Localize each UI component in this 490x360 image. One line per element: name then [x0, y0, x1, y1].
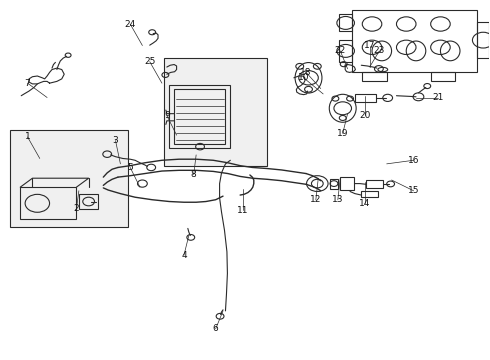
Bar [366, 180, 383, 188]
Bar [431, 72, 455, 81]
Text: 5: 5 [127, 163, 133, 172]
Text: 14: 14 [359, 199, 370, 208]
Bar [79, 194, 98, 209]
Text: 23: 23 [374, 46, 385, 55]
Text: 16: 16 [408, 156, 419, 165]
Text: 2: 2 [74, 204, 79, 213]
Bar [361, 191, 378, 197]
Bar [477, 22, 490, 58]
Text: 12: 12 [310, 195, 321, 204]
Text: 21: 21 [432, 93, 443, 102]
Bar [362, 72, 387, 81]
Text: 3: 3 [113, 136, 119, 145]
Bar [339, 40, 352, 62]
Text: 24: 24 [124, 19, 136, 28]
Text: 13: 13 [332, 195, 343, 204]
Bar [339, 14, 352, 31]
Text: 18: 18 [300, 68, 312, 77]
Text: 17: 17 [364, 41, 375, 50]
Text: 20: 20 [359, 111, 370, 120]
Bar [174, 89, 225, 144]
Text: 22: 22 [335, 46, 346, 55]
Text: 11: 11 [237, 206, 248, 215]
Text: 15: 15 [408, 186, 419, 195]
Text: 6: 6 [213, 324, 219, 333]
Bar [20, 187, 76, 220]
Text: 8: 8 [191, 170, 196, 179]
Bar [330, 179, 338, 189]
Bar [352, 10, 477, 72]
Bar [355, 94, 376, 102]
Text: 25: 25 [144, 57, 155, 66]
Text: 10: 10 [298, 73, 309, 82]
Bar [340, 177, 354, 190]
Bar [169, 85, 230, 148]
Text: 7: 7 [24, 79, 30, 88]
Text: 1: 1 [24, 132, 30, 141]
Bar [164, 58, 267, 166]
Text: 9: 9 [164, 111, 170, 120]
Bar [10, 130, 128, 226]
Text: 4: 4 [181, 251, 187, 260]
Text: 19: 19 [337, 129, 348, 138]
